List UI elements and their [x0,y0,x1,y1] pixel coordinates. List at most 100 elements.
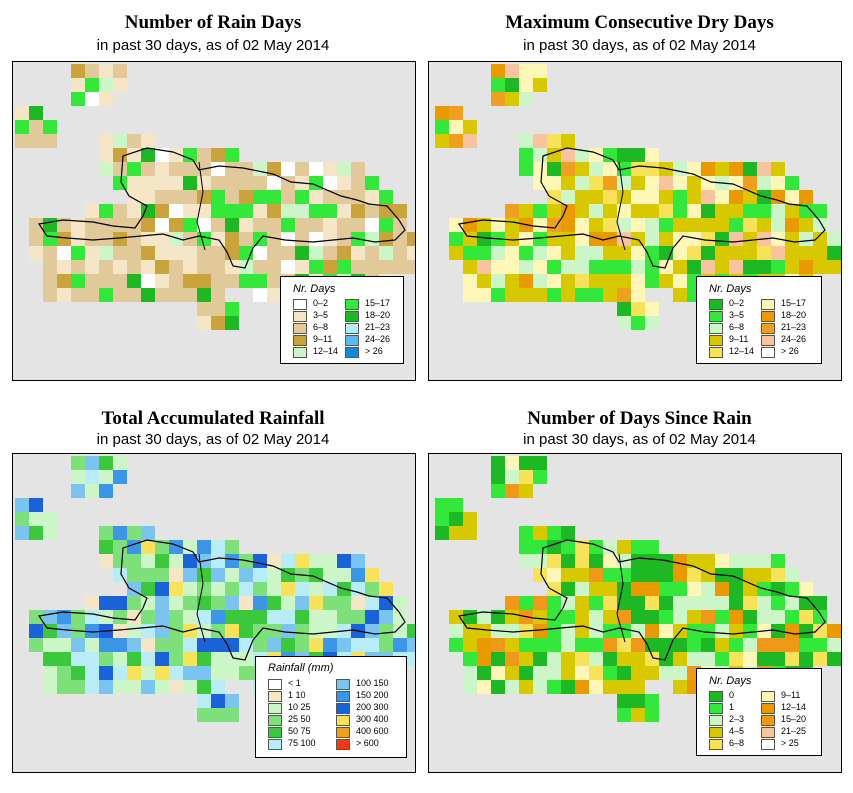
grid-cell [351,582,365,596]
grid-cell [29,232,43,246]
legend-title: Nr. Days [709,283,752,295]
country-border [196,161,206,251]
grid-cell [519,680,533,694]
grid-cell [589,568,603,582]
grid-cell [183,666,197,680]
grid-cell [673,652,687,666]
legend-days-since-rain: Nr. Days 0 1 2–3 4–5 6–8 9–11 12–14 15–20 21–25 >… [696,668,822,756]
grid-cell [169,274,183,288]
legend-label: 12–14 [729,346,755,356]
grid-cell [169,652,183,666]
grid-cell [673,204,687,218]
grid-cell [141,610,155,624]
grid-cell [57,246,71,260]
grid-cell [645,540,659,554]
legend-rainfall: Rainfall (mm) < 1 1 10 10 25 25 50 50 75 75 1… [255,656,407,758]
grid-cell [603,218,617,232]
grid-cell [183,246,197,260]
legend-label: > 26 [781,346,799,356]
grid-cell [113,638,127,652]
grid-cell [673,610,687,624]
grid-cell [645,596,659,610]
grid-cell [141,638,155,652]
grid-cell [183,540,197,554]
panel-rain-days: Number of Rain Days in past 30 days, as … [0,0,426,396]
legend-swatch [336,679,350,690]
grid-cell [477,288,491,302]
legend-swatch [761,715,775,726]
grid-cell [267,190,281,204]
grid-cell [379,246,393,260]
grid-cell [463,274,477,288]
legend-label: 18–20 [781,310,807,320]
grid-cell [687,190,701,204]
grid-cell [715,596,729,610]
grid-cell [827,638,841,652]
legend-label: 15–17 [781,298,807,308]
grid-cell [771,260,785,274]
grid-cell [309,218,323,232]
grid-cell [267,176,281,190]
grid-cell [197,610,211,624]
grid-cell [715,190,729,204]
grid-cell [799,232,813,246]
grid-cell [547,162,561,176]
grid-cell [141,148,155,162]
grid-cell [43,134,57,148]
grid-cell [743,176,757,190]
grid-cell [141,652,155,666]
grid-cell [813,638,827,652]
grid-cell [15,134,29,148]
legend-label: 9–11 [729,334,749,344]
grid-cell [71,246,85,260]
grid-cell [729,232,743,246]
legend-label: 3–5 [729,310,745,320]
grid-cell [225,148,239,162]
grid-cell [687,232,701,246]
grid-cell [575,638,589,652]
grid-cell [477,624,491,638]
grid-cell [393,246,407,260]
legend-swatch [709,691,723,702]
grid-cell [575,204,589,218]
grid-cell [505,638,519,652]
grid-cell [197,596,211,610]
panel-subtitle: in past 30 days, as of 02 May 2014 [96,37,330,54]
grid-cell [85,652,99,666]
grid-cell [407,232,415,246]
grid-cell [617,274,631,288]
grid-cell [687,204,701,218]
grid-cell [645,162,659,176]
grid-cell [561,260,575,274]
grid-cell [799,190,813,204]
grid-cell [85,260,99,274]
grid-cell [519,288,533,302]
grid-cell [43,666,57,680]
grid-cell [183,610,197,624]
grid-cell [561,610,575,624]
grid-cell [617,316,631,330]
grid-cell [743,638,757,652]
grid-cell [197,666,211,680]
legend-label: 0 [729,690,735,700]
grid-cell [589,652,603,666]
grid-cell [295,246,309,260]
grid-cell [687,596,701,610]
grid-cell [239,582,253,596]
grid-cell [729,218,743,232]
grid-cell [85,470,99,484]
grid-cell [309,610,323,624]
grid-cell [659,610,673,624]
grid-cell [701,610,715,624]
grid-cell [295,624,309,638]
grid-cell [645,274,659,288]
grid-cell [225,204,239,218]
grid-cell [715,246,729,260]
grid-cell [267,554,281,568]
grid-cell [715,162,729,176]
grid-cell [183,190,197,204]
grid-cell [645,260,659,274]
grid-cell [659,666,673,680]
grid-cell [785,260,799,274]
grid-cell [71,274,85,288]
